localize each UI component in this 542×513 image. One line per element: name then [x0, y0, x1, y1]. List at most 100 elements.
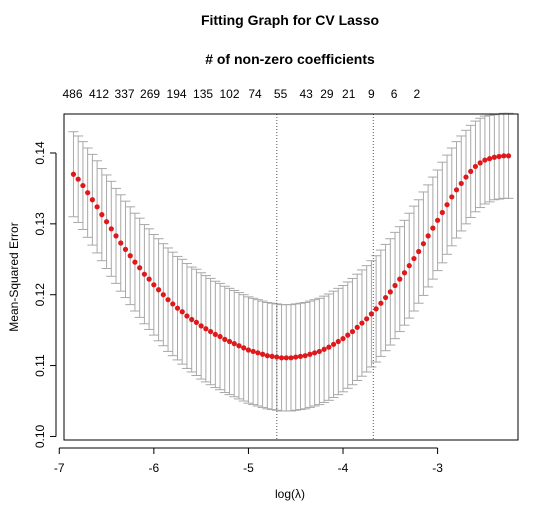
- mse-point: [127, 253, 133, 259]
- mse-point: [487, 156, 493, 162]
- mse-point: [241, 345, 247, 351]
- mse-point: [364, 316, 370, 322]
- mse-point: [141, 271, 147, 277]
- mse-point: [435, 217, 441, 223]
- mse-point: [505, 153, 512, 159]
- mse-point: [477, 160, 483, 166]
- mse-point: [359, 320, 365, 326]
- plot-frame: [63, 113, 519, 441]
- mse-point: [89, 197, 95, 203]
- mse-point: [236, 343, 242, 349]
- mse-point: [368, 311, 374, 317]
- mse-point: [160, 292, 166, 298]
- mse-point: [193, 319, 200, 325]
- mse-point: [444, 202, 450, 208]
- top-axis: 486 412 337 269 194 135 102 74 55 43 29 21 9 6 2: [62, 87, 420, 101]
- mse-point: [250, 348, 256, 355]
- mse-point: [99, 212, 105, 218]
- top-count-label: 2: [413, 87, 420, 101]
- mse-point: [316, 348, 322, 355]
- mse-point: [297, 353, 304, 359]
- x-tick-label: -7: [54, 461, 65, 475]
- mse-point: [231, 341, 237, 347]
- vertical-reference-lines: [276, 114, 374, 440]
- mse-point: [463, 174, 469, 180]
- mse-point: [170, 301, 176, 307]
- mse-point: [269, 353, 275, 359]
- chart-subtitle: # of non-zero coefficients: [205, 51, 375, 67]
- mse-point: [278, 355, 285, 361]
- mse-point: [397, 276, 403, 282]
- x-tick-label: -6: [149, 461, 160, 475]
- top-count-label: 29: [320, 87, 334, 101]
- x-tick-label: -3: [432, 461, 443, 475]
- mse-point: [146, 276, 152, 282]
- top-count-label: 102: [220, 87, 240, 101]
- y-axis: 0.10 0.11 0.12 0.13 0.14: [33, 141, 57, 448]
- mse-point: [80, 182, 86, 189]
- mse-point: [108, 226, 114, 232]
- mse-point: [288, 355, 294, 361]
- mse-point: [439, 209, 445, 216]
- mse-point: [260, 351, 266, 357]
- top-count-label: 21: [342, 87, 356, 101]
- top-count-label: 43: [299, 87, 313, 101]
- mse-point: [222, 336, 228, 342]
- mse-point: [137, 265, 143, 271]
- mse-point: [293, 354, 299, 360]
- y-tick-label: 0.12: [33, 283, 47, 307]
- mse-point: [392, 282, 398, 289]
- mse-points-group: [70, 153, 512, 361]
- mse-point: [113, 233, 119, 239]
- mse-point: [283, 355, 289, 361]
- x-axis: -7 -6 -5 -4 -3: [54, 447, 443, 475]
- x-tick-label: -4: [338, 461, 349, 475]
- mse-point: [174, 305, 181, 311]
- mse-point: [472, 163, 479, 170]
- mse-point: [189, 316, 195, 323]
- top-count-label: 269: [140, 87, 160, 101]
- mse-point: [425, 233, 431, 239]
- x-axis-label: log(λ): [275, 487, 305, 501]
- mse-point: [155, 287, 162, 293]
- mse-point: [302, 353, 308, 359]
- top-count-label: 6: [391, 87, 398, 101]
- mse-point: [85, 190, 91, 196]
- mse-point: [198, 323, 204, 329]
- top-count-label: 74: [248, 87, 262, 101]
- mse-point: [501, 153, 507, 159]
- mse-point: [496, 153, 502, 160]
- mse-point: [326, 344, 332, 350]
- mse-point: [255, 350, 261, 356]
- mse-point: [401, 270, 408, 276]
- mse-point: [416, 248, 422, 255]
- mse-point: [122, 246, 129, 252]
- mse-point: [217, 333, 223, 340]
- mse-point: [103, 219, 110, 225]
- mse-point: [245, 347, 252, 353]
- mse-point: [482, 157, 488, 163]
- mse-point: [94, 204, 100, 210]
- mse-point: [378, 300, 384, 306]
- mse-point: [312, 350, 318, 356]
- chart-title: Fitting Graph for CV Lasso: [201, 12, 379, 28]
- mse-point: [373, 306, 379, 312]
- y-tick-label: 0.11: [33, 354, 47, 377]
- mse-point: [184, 313, 190, 319]
- mse-point: [179, 309, 185, 315]
- top-count-label: 194: [167, 87, 187, 101]
- mse-point: [321, 346, 327, 352]
- mse-point: [491, 154, 497, 160]
- mse-point: [430, 225, 436, 231]
- top-count-label: 337: [115, 87, 135, 101]
- mse-point: [151, 282, 157, 288]
- top-count-label: 55: [274, 87, 288, 101]
- mse-point: [212, 331, 218, 338]
- mse-point: [468, 168, 474, 175]
- y-tick-label: 0.14: [33, 141, 47, 165]
- mse-point: [165, 297, 171, 303]
- x-tick-label: -5: [243, 461, 254, 475]
- mse-point: [449, 194, 455, 200]
- mse-point: [335, 338, 341, 345]
